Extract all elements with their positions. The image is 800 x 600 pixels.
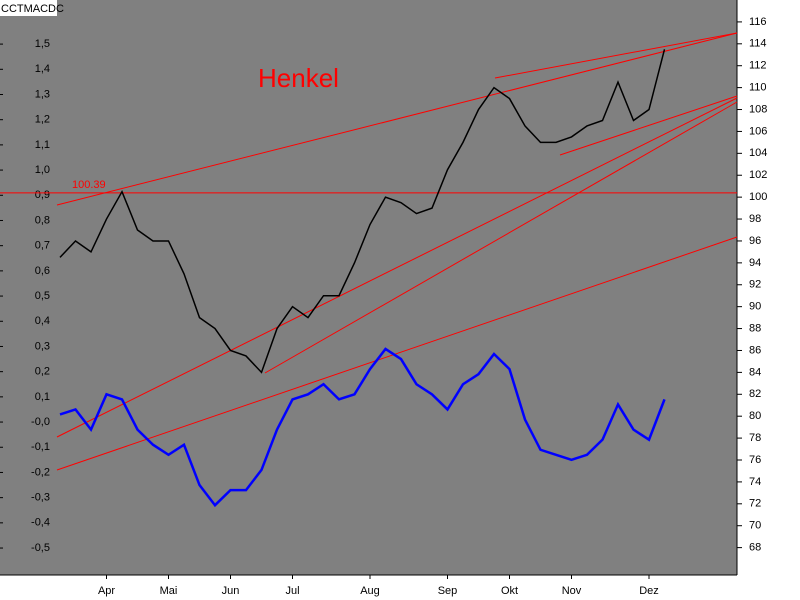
y-tick-label: 0,7 [35, 240, 50, 252]
trend-line [494, 32, 738, 79]
indicator-label-box [0, 0, 57, 16]
y-tick-label: -0,1 [31, 441, 50, 453]
trend-line [559, 95, 738, 156]
y2-tick-label: 82 [749, 388, 761, 400]
y2-tick-label: 104 [749, 147, 767, 159]
x-tick-label: Aug [360, 585, 380, 597]
series-line [59, 49, 666, 374]
y2-tick-label: 96 [749, 235, 761, 247]
x-tick-label: Okt [501, 585, 518, 597]
y-tick-label: -0,5 [31, 542, 50, 554]
y2-tick-label: 110 [749, 82, 767, 94]
y-tick-label: 0,2 [35, 366, 50, 378]
x-tick-label: Mai [160, 585, 178, 597]
y2-tick-label: 80 [749, 410, 761, 422]
y-tick-label: -0,2 [31, 466, 50, 478]
y2-tick-label: 114 [749, 38, 767, 50]
x-tick-label: Sep [438, 585, 458, 597]
y2-tick-label: 68 [749, 542, 761, 554]
y2-tick-label: 106 [749, 125, 767, 137]
x-tick-label: Jun [222, 585, 240, 597]
chart-title: Henkel [258, 63, 339, 93]
y2-tick-label: 98 [749, 213, 761, 225]
y2-tick-label: 84 [749, 366, 761, 378]
y-tick-label: -0,3 [31, 492, 50, 504]
y-tick-label: 0,6 [35, 265, 50, 277]
y-tick-label: 1,4 [35, 63, 50, 75]
y-tick-label: -0,4 [31, 517, 50, 529]
indicator-label: CCTMACDC [1, 3, 64, 15]
y-tick-label: 0,3 [35, 340, 50, 352]
y-tick-label: 0,4 [35, 315, 50, 327]
y2-tick-label: 112 [749, 60, 767, 72]
y2-tick-label: 100 [749, 191, 767, 203]
y-tick-label: 0,5 [35, 290, 50, 302]
y-tick-label: 1,0 [35, 164, 50, 176]
y2-tick-label: 116 [749, 16, 767, 28]
y-tick-label: 1,3 [35, 88, 50, 100]
y-tick-label: 1,2 [35, 114, 50, 126]
y-tick-label: 0,8 [35, 214, 50, 226]
y-tick-label: 0,9 [35, 189, 50, 201]
plot-area [0, 0, 737, 575]
x-tick-label: Dez [639, 585, 659, 597]
trend-line [56, 32, 738, 206]
y2-tick-label: 108 [749, 103, 767, 115]
y2-tick-label: 72 [749, 498, 761, 510]
y-tick-label: 0,1 [35, 391, 50, 403]
x-tick-label: Nov [562, 585, 582, 597]
trend-line [56, 97, 738, 438]
y2-tick-label: 94 [749, 257, 761, 269]
y2-tick-label: 78 [749, 432, 761, 444]
series-line [59, 347, 666, 508]
y-tick-label: 1,5 [35, 38, 50, 50]
y2-tick-label: 70 [749, 520, 761, 532]
y2-tick-label: 74 [749, 476, 761, 488]
y2-tick-label: 102 [749, 169, 767, 181]
trend-lines [56, 32, 738, 471]
trend-line [264, 101, 738, 374]
y2-tick-label: 88 [749, 322, 761, 334]
y2-tick-label: 76 [749, 454, 761, 466]
x-tick-label: Apr [98, 585, 115, 597]
y2-tick-label: 92 [749, 279, 761, 291]
y-tick-label: 1,1 [35, 139, 50, 151]
y-tick-label: -0,0 [31, 416, 50, 428]
y2-tick-label: 86 [749, 344, 761, 356]
x-tick-label: Jul [285, 585, 299, 597]
trend-line [56, 236, 738, 471]
y2-tick-label: 90 [749, 301, 761, 313]
reference-label: 100.39 [72, 179, 106, 191]
